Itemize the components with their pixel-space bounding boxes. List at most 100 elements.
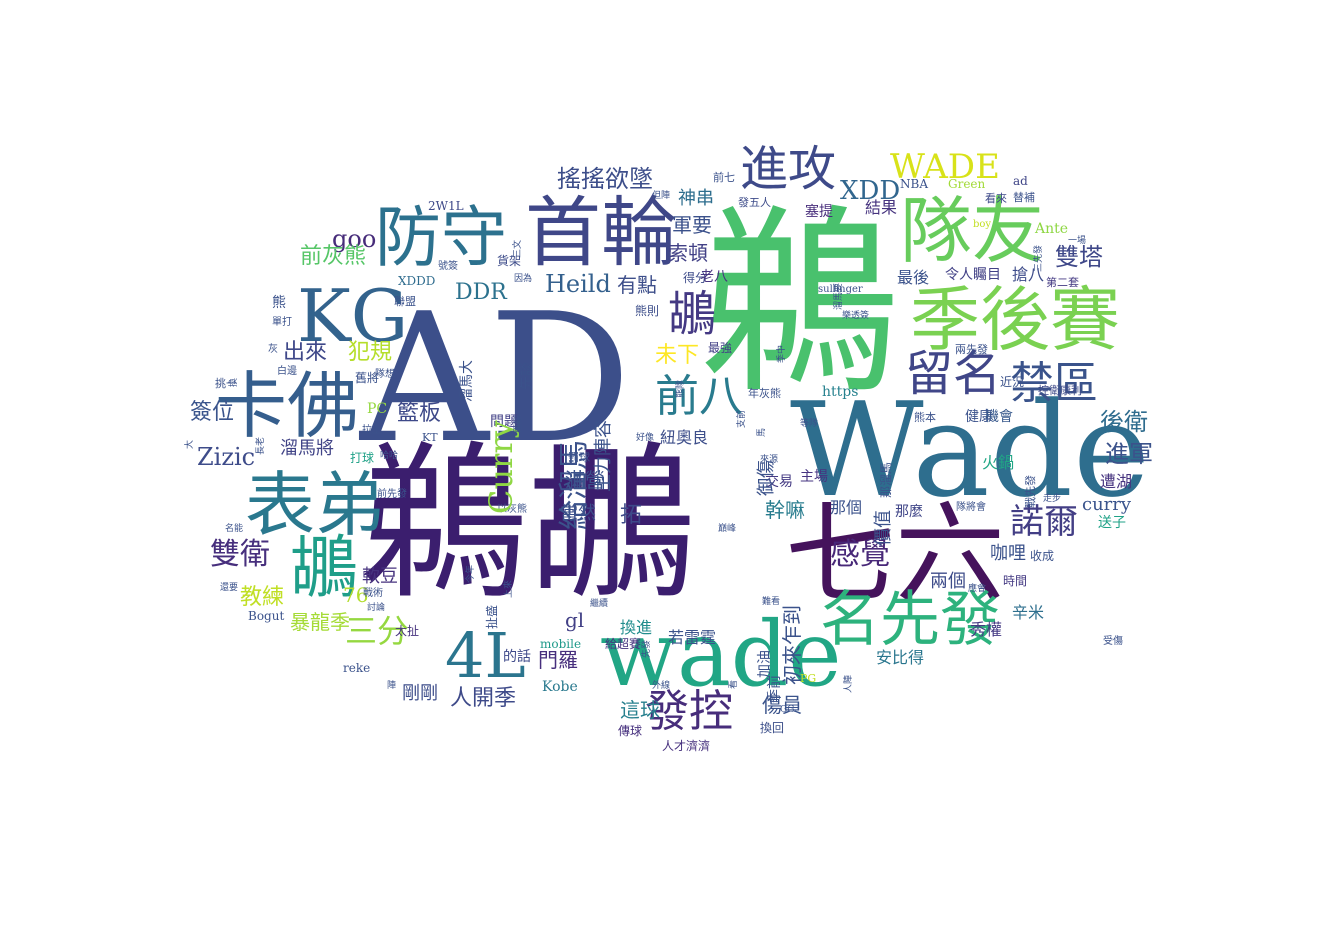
word: 發控 <box>645 686 733 737</box>
word: 看來 <box>985 192 1007 205</box>
word: 秀權 <box>970 620 1003 639</box>
word: 熊則 <box>635 304 660 318</box>
word: 聯盟 <box>394 295 416 308</box>
word: 4L <box>445 619 526 692</box>
word-vertical: 馬 <box>757 427 767 437</box>
word: 舊將 <box>355 371 380 385</box>
word: 應會 <box>968 584 987 594</box>
word: 隊將會 <box>956 502 986 513</box>
word: 出來 <box>283 340 328 365</box>
word: Heild <box>545 270 611 298</box>
word: 名能 <box>225 524 244 534</box>
word: Wade <box>790 374 1150 526</box>
word-vertical: 看 <box>729 679 739 689</box>
word: 換回 <box>760 721 785 735</box>
word: 表弟 <box>245 464 385 546</box>
word-vertical: 扯盛 <box>485 604 499 629</box>
word: 前先發 <box>377 489 407 500</box>
word: 一場 <box>1068 236 1087 246</box>
word: 當然 <box>560 503 596 524</box>
word-vertical: 兩隊 <box>514 414 524 433</box>
word: 雙塔 <box>1055 243 1103 271</box>
word: 還要 <box>220 583 239 593</box>
word-vertical: 那溜馬 <box>879 461 893 498</box>
word-vertical: 季中 <box>777 344 787 363</box>
word: sullinger <box>818 284 863 295</box>
word: 拉上 <box>362 425 382 436</box>
word: 2W1L <box>428 199 464 213</box>
word: 替補 <box>1013 191 1035 204</box>
word: KG <box>297 274 409 358</box>
word: 咖哩 <box>990 543 1026 564</box>
word: 太扯 <box>395 624 420 638</box>
word: 難看 <box>762 597 781 607</box>
word: 禁區 <box>1010 358 1098 409</box>
word: NBA <box>900 177 928 191</box>
word: KT <box>422 431 438 444</box>
word: 但陣 <box>652 191 671 201</box>
word: 問題 <box>490 414 518 430</box>
word: DDR <box>455 280 507 305</box>
word: 來源 <box>760 455 779 465</box>
word: 前灰熊 <box>300 244 367 269</box>
word: WADE <box>890 147 1000 187</box>
word-vertical: 今年 <box>466 564 476 583</box>
word: 後衛 <box>1100 408 1148 436</box>
word: Green <box>948 177 986 191</box>
word: 隊想 <box>375 369 395 380</box>
word: 有點 <box>617 273 657 297</box>
word: Kobe <box>542 679 578 695</box>
word: 感覺 <box>830 537 890 572</box>
word: 主場 <box>800 469 828 485</box>
word-vertical: 初來乍到 <box>780 605 804 685</box>
word: 第二套 <box>1046 276 1079 289</box>
word: 收成 <box>1030 549 1055 563</box>
word: 名先發 <box>820 585 1000 655</box>
word: https <box>822 384 859 400</box>
word: 控衛康利 <box>1038 384 1082 397</box>
word: 好像 <box>636 433 655 443</box>
word: 灰 <box>268 344 278 355</box>
word: mobile <box>540 637 582 651</box>
word-vertical: 人陣 <box>844 674 854 693</box>
word: 鵜鶘 <box>360 426 696 622</box>
word: 安比得 <box>876 648 925 667</box>
word: 哈哈 <box>380 451 399 461</box>
word: 留名 <box>905 346 1002 402</box>
word: 人開季 <box>450 686 517 711</box>
word: 人才濟濟 <box>662 739 711 753</box>
word: 打球 <box>350 451 375 465</box>
word: 等隊 <box>800 419 819 429</box>
word: 軟豆 <box>362 566 398 587</box>
word: 那麼 <box>895 504 923 520</box>
word-vertical: 御傷 <box>756 460 777 496</box>
word: 因為 <box>514 274 533 284</box>
word: Zizic <box>197 443 256 471</box>
word: 若雷霆 <box>668 628 717 647</box>
word: wade <box>600 602 842 707</box>
word-vertical: 給溜馬 <box>557 440 592 530</box>
word: 外線 <box>652 681 671 691</box>
word: 交易 <box>765 474 793 490</box>
word: 鶘 <box>290 529 359 608</box>
word: 三分 <box>345 612 410 650</box>
word: 那個 <box>830 498 863 517</box>
word: 76 <box>343 583 369 607</box>
word: XDD <box>840 176 901 206</box>
word: 結果 <box>865 198 898 217</box>
word: ad <box>1013 174 1028 188</box>
word: 換進 <box>620 618 653 637</box>
word: 得分 <box>683 271 708 285</box>
word-vertical: 季前 <box>767 675 783 703</box>
word: 貨架 <box>497 254 522 268</box>
word: 傳球 <box>618 724 643 738</box>
word: PC <box>367 401 388 417</box>
word-vertical: 先發 <box>642 639 652 658</box>
word: 以灰熊 <box>497 504 527 515</box>
word: 拓 <box>620 503 643 528</box>
word: 巔峰 <box>718 524 737 534</box>
word-vertical: 加油 <box>757 650 773 678</box>
word-vertical: 先談 <box>519 362 535 390</box>
word: 熊 <box>272 295 286 311</box>
word: 單打 <box>272 317 292 328</box>
